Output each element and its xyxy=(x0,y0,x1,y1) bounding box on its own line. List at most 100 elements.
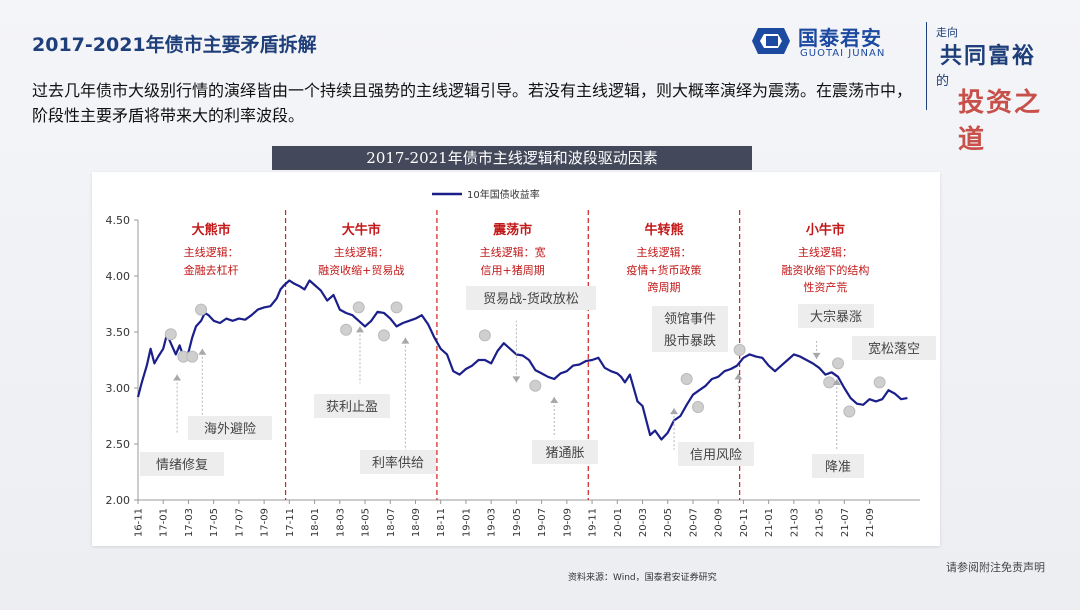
callout-label: 利率供给 xyxy=(372,455,424,471)
region-name: 大熊市 xyxy=(192,222,231,238)
callout-label: 海外避险 xyxy=(204,422,256,437)
region-name: 牛转熊 xyxy=(644,222,683,238)
region-logic-label: 主线逻辑： xyxy=(636,245,691,259)
region-logic-text: 性资产荒 xyxy=(803,280,847,294)
region-name: 震荡市 xyxy=(492,222,532,238)
y-tick-label: 3.50 xyxy=(106,326,131,339)
x-tick-label: 19-01 xyxy=(461,508,472,537)
slogan-divider xyxy=(926,22,927,110)
chart-container: 4.50 4.00 3.50 3.00 2.50 2.00 16-11 17-01 17-03 1… xyxy=(92,172,940,546)
callout-label: 情绪修复 xyxy=(156,458,208,473)
x-tick-label: 21-07 xyxy=(840,508,851,537)
region-logic-label: 主线逻辑： xyxy=(798,245,853,259)
x-tick-label: 17-01 xyxy=(159,508,170,537)
event-marker xyxy=(164,328,177,341)
event-marker xyxy=(823,376,836,389)
event-marker xyxy=(390,301,403,314)
x-tick-label: 21-05 xyxy=(815,508,826,537)
disclaimer-link[interactable]: 请参阅附注免责声明 xyxy=(946,561,1045,574)
event-marker xyxy=(680,373,693,386)
slogan: 走向 共同富裕 的 投资之道 xyxy=(936,22,1066,155)
x-tick-label: 20-01 xyxy=(613,508,624,537)
x-tick-label: 20-03 xyxy=(638,508,649,537)
region-logic-label: 主线逻辑：宽 xyxy=(480,245,546,259)
callout-label: 信用风险 xyxy=(690,448,742,463)
y-tick-label: 2.50 xyxy=(106,438,131,451)
callout-box xyxy=(652,306,728,330)
callout-label: 降准 xyxy=(825,460,851,475)
region-logic-text: 疫情+货币政策 xyxy=(626,263,701,277)
callout-box xyxy=(188,416,272,440)
x-tick-label: 19-05 xyxy=(512,508,523,537)
slogan-line-4: 投资之道 xyxy=(958,88,1043,155)
x-tick-label: 20-11 xyxy=(739,508,750,537)
x-tick-label: 17-11 xyxy=(285,508,296,537)
callout-label: 宽松落空 xyxy=(868,341,920,357)
callout-box xyxy=(140,452,224,476)
callout-arrow-icon xyxy=(355,326,364,333)
region-logic-label: 主线逻辑： xyxy=(334,245,389,259)
y-tick-label: 3.00 xyxy=(106,382,131,395)
region-logic-text: 跨周期 xyxy=(647,281,680,294)
x-tick-label: 21-09 xyxy=(865,508,876,537)
slogan-line-3: 的 xyxy=(936,74,950,89)
x-tick-label: 19-11 xyxy=(588,508,599,537)
company-logo: 国泰君安 GUOTAI JUNAN xyxy=(752,22,922,62)
x-tick-label: 17-07 xyxy=(234,508,245,537)
region-logic-text: 融资收缩下的结构 xyxy=(781,263,869,277)
event-marker xyxy=(832,357,845,370)
x-tick-label: 19-09 xyxy=(562,508,573,537)
callout-arrow-icon xyxy=(401,337,410,344)
x-tick-label: 17-03 xyxy=(184,508,195,537)
event-marker xyxy=(478,329,491,342)
region-logic-text: 金融去杠杆 xyxy=(184,263,239,277)
callout-label: 猪通胀 xyxy=(545,446,584,461)
event-marker xyxy=(352,301,365,314)
logo-mark-icon xyxy=(752,28,790,54)
callout-arrow-icon xyxy=(512,376,521,383)
callout-arrow-icon xyxy=(812,352,821,359)
y-tick-label: 2.00 xyxy=(106,494,131,507)
event-marker xyxy=(186,350,199,363)
y-tick-label: 4.00 xyxy=(106,270,131,283)
callout-label: 大宗暴涨 xyxy=(810,309,862,325)
x-tick-label: 18-11 xyxy=(436,508,447,537)
event-marker xyxy=(529,379,542,392)
x-tick-label: 20-07 xyxy=(688,508,699,537)
region-logic-text: 信用+猪周期 xyxy=(480,264,544,277)
callout-arrow-icon xyxy=(550,396,559,403)
event-marker xyxy=(340,323,353,336)
callout-arrow-icon xyxy=(832,379,841,386)
callout-box xyxy=(798,304,874,328)
callout-box xyxy=(466,286,596,310)
callout-label: 贸易战-货政放松 xyxy=(483,291,579,307)
x-tick-label: 19-03 xyxy=(487,508,498,537)
x-tick-label: 17-09 xyxy=(260,508,271,537)
callout-arrow-icon xyxy=(734,373,743,380)
region-name: 小牛市 xyxy=(806,222,845,238)
event-marker xyxy=(733,343,746,356)
callout-box xyxy=(852,336,936,360)
x-tick-label: 20-09 xyxy=(714,508,725,537)
event-marker xyxy=(692,401,705,414)
callout-box xyxy=(360,450,436,474)
x-tick-label: 17-05 xyxy=(209,508,220,537)
x-tick-label: 20-05 xyxy=(663,508,674,537)
description-text: 过去几年债市大级别行情的演绎皆由一个持续且强势的主线逻辑引导。若没有主线逻辑，则… xyxy=(32,81,913,125)
region-logic-text: 融资收缩+贸易战 xyxy=(318,263,404,277)
callout-arrow-icon xyxy=(198,348,207,355)
slogan-line-2: 共同富裕 xyxy=(940,43,1037,69)
chart-banner: 2017-2021年债市主线逻辑和波段驱动因素 xyxy=(272,146,752,170)
page-title: 2017-2021年债市主要矛盾拆解 xyxy=(32,34,317,56)
event-marker xyxy=(195,303,208,316)
callout-arrow-icon xyxy=(173,374,182,381)
region-logic-label: 主线逻辑： xyxy=(184,245,239,259)
callout-label: 领馆事件 xyxy=(664,312,716,327)
y-tick-label: 4.50 xyxy=(106,214,131,227)
x-tick-label: 18-07 xyxy=(386,508,397,537)
callout-box xyxy=(812,454,864,478)
x-tick-label: 16-11 xyxy=(134,508,145,537)
x-tick-label: 18-09 xyxy=(411,508,422,537)
callout-box xyxy=(314,394,390,418)
